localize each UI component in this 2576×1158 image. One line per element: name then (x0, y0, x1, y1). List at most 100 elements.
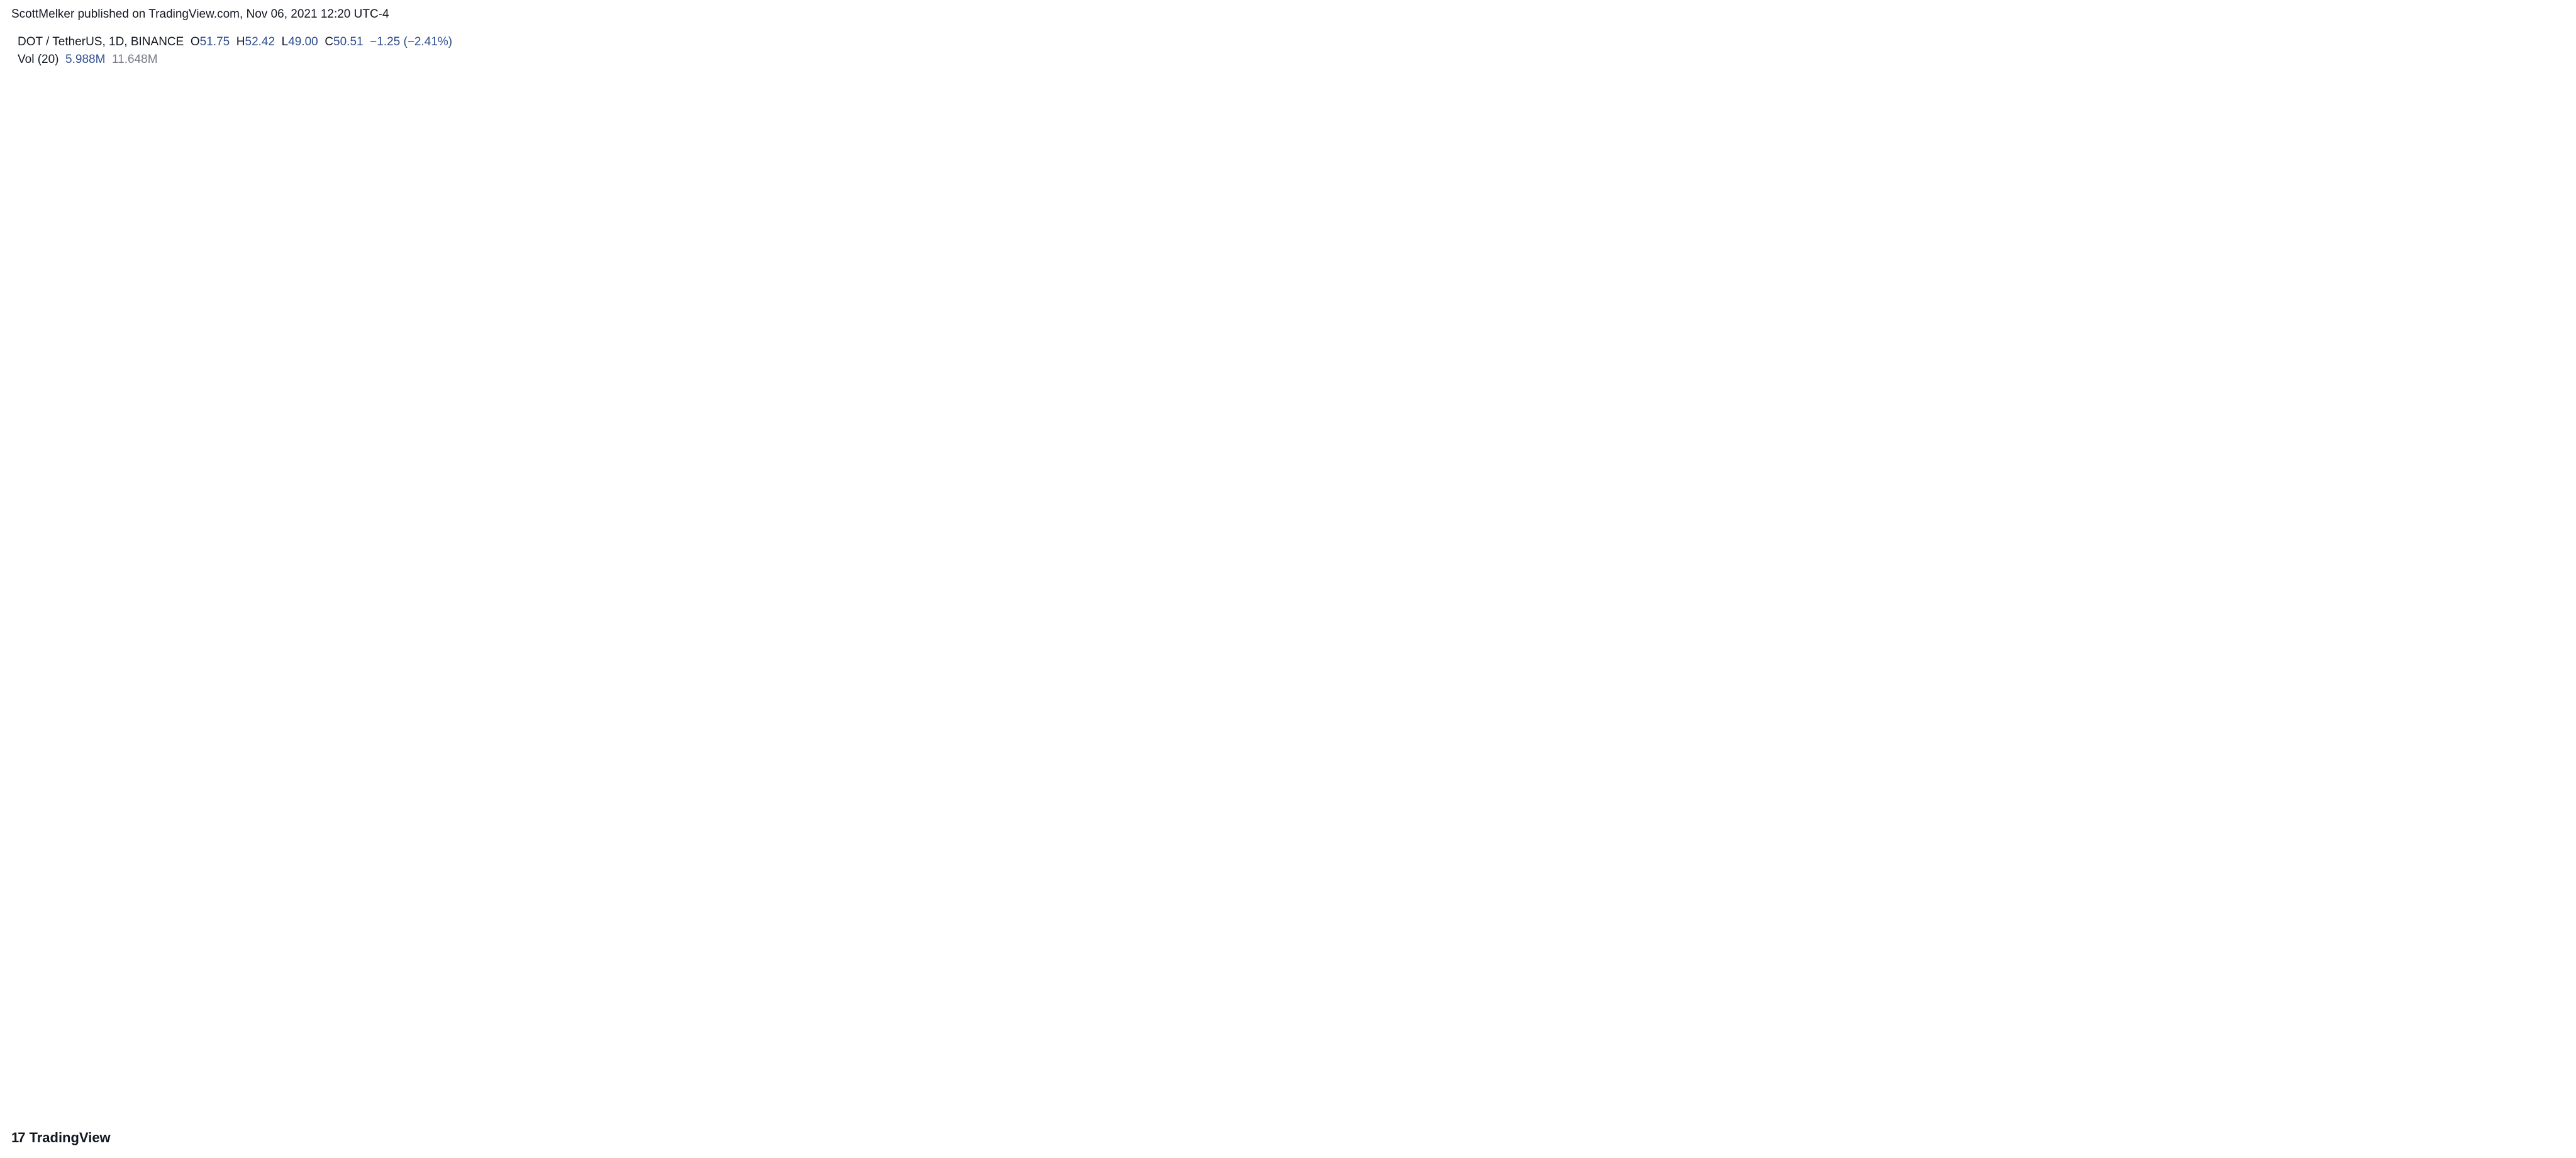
resistance-zone-box (391, 222, 2369, 275)
tradingview-footer[interactable]: 17 TradingView (11, 1130, 111, 1146)
price-tick-label: 16.00 (2517, 725, 2547, 738)
volume-bar (1372, 1017, 1380, 1090)
volume-bar (1614, 1020, 1623, 1090)
volume-bar (544, 978, 552, 1090)
volume-bar (521, 984, 530, 1090)
volume-bar (411, 901, 419, 1090)
candle-body (841, 747, 850, 765)
volume-label[interactable]: Vol (20) (18, 53, 59, 66)
candle-body (1449, 340, 1457, 356)
candle-body (345, 230, 353, 269)
candle-body (1118, 577, 1126, 591)
candle-body (202, 299, 209, 304)
candle-body (1901, 109, 1909, 120)
volume-bar (1692, 1030, 1700, 1090)
volume-bar (1272, 1038, 1280, 1090)
volume-bar (1857, 983, 1865, 1090)
volume-bar (731, 1002, 740, 1090)
price-tick-label: 10.80 (2517, 929, 2547, 942)
price-axis[interactable]: USDT (10, 19, 2576, 1123)
candle-body (367, 249, 375, 479)
volume-bar (1250, 991, 1258, 1090)
time-tick-label: 14 (685, 1101, 699, 1115)
candle-body (720, 731, 728, 748)
candle-body (643, 499, 651, 521)
volume-bar (908, 992, 916, 1090)
volume-bar (1482, 1016, 1490, 1090)
volume-bar (963, 994, 971, 1090)
symbol-name[interactable]: DOT / TetherUS, 1D, BINANCE (18, 35, 184, 48)
volume-bar (477, 1013, 486, 1090)
volume-bar (1537, 1018, 1545, 1090)
volume-bar (389, 947, 397, 1090)
price-tick-label: 10.20 (2517, 959, 2547, 972)
volume-bar (1206, 1028, 1214, 1090)
volume-bar (36, 1008, 44, 1090)
volume-bar (533, 961, 541, 1090)
candle-body (775, 737, 784, 758)
candle-body (279, 249, 287, 276)
volume-bar (1791, 1014, 1799, 1090)
volume-bar (1460, 984, 1468, 1090)
candle-body (742, 747, 750, 772)
last-price-badge: 50.51 (2513, 129, 2541, 142)
volume-bar (1416, 999, 1424, 1090)
candle-body (1372, 422, 1380, 450)
volume-ma-line (6, 969, 1917, 1043)
candle-body (290, 276, 298, 311)
candle-body (698, 731, 706, 782)
volume-bar (1283, 985, 1291, 1090)
candle-body (1559, 422, 1567, 460)
volume-bar (235, 976, 243, 1090)
candle-body (1018, 699, 1026, 725)
volume-bar (58, 1006, 66, 1090)
volume-bar (356, 1008, 364, 1090)
candle-body (1062, 628, 1070, 656)
candle-body (489, 489, 497, 532)
candle-body (1780, 200, 1788, 213)
candle-body (411, 520, 419, 642)
volume-bar (1471, 977, 1479, 1090)
time-tick-label: Aug (1211, 1101, 1232, 1115)
volume-value: 5.988M (65, 53, 106, 66)
candle-body (1427, 289, 1435, 318)
volume-bar (499, 992, 508, 1090)
volume-bar (919, 999, 927, 1090)
candle-body (1394, 340, 1402, 388)
candle-body (996, 764, 1004, 782)
candle-body (113, 355, 121, 388)
candle-body (235, 282, 243, 322)
volume-bar (566, 994, 574, 1090)
candle-body (1680, 255, 1689, 340)
time-tick-label: 9 (1306, 1101, 1313, 1115)
volume-bar (952, 1016, 960, 1090)
candle-body (1261, 479, 1269, 500)
volume-bar (1040, 1003, 1048, 1090)
candle-body (213, 289, 221, 304)
candle-body (36, 192, 44, 206)
price-tick-label: 62.00 (2517, 22, 2547, 35)
candle-body (1813, 200, 1821, 243)
volume-bar (1570, 999, 1579, 1090)
volume-bar (1913, 1008, 1921, 1090)
close-label: C (325, 35, 334, 48)
candle-body (1129, 554, 1137, 578)
candle-body (864, 782, 872, 808)
candle-body (544, 554, 552, 591)
candle-body (1482, 450, 1490, 470)
candle-body (974, 793, 982, 801)
candle-body (257, 243, 265, 256)
volume-bar (213, 1012, 221, 1090)
volume-bar (301, 976, 309, 1090)
volume-bar (1173, 995, 1181, 1090)
volume-bar (841, 1032, 850, 1090)
volume-bars (3, 826, 1921, 1090)
volume-bar (665, 1010, 674, 1090)
volume-bar (1747, 1044, 1755, 1090)
resistance-zone (10, 134, 2499, 348)
candle-body (521, 479, 530, 510)
candle-body (1581, 387, 1589, 405)
candle-body (1835, 224, 1843, 231)
time-axis-ticks[interactable]: 20 May 10 24 Jun 14 22 Jul 12 20 Aug 9 23 Sep 13 21 Oct 1… (77, 1101, 2485, 1115)
